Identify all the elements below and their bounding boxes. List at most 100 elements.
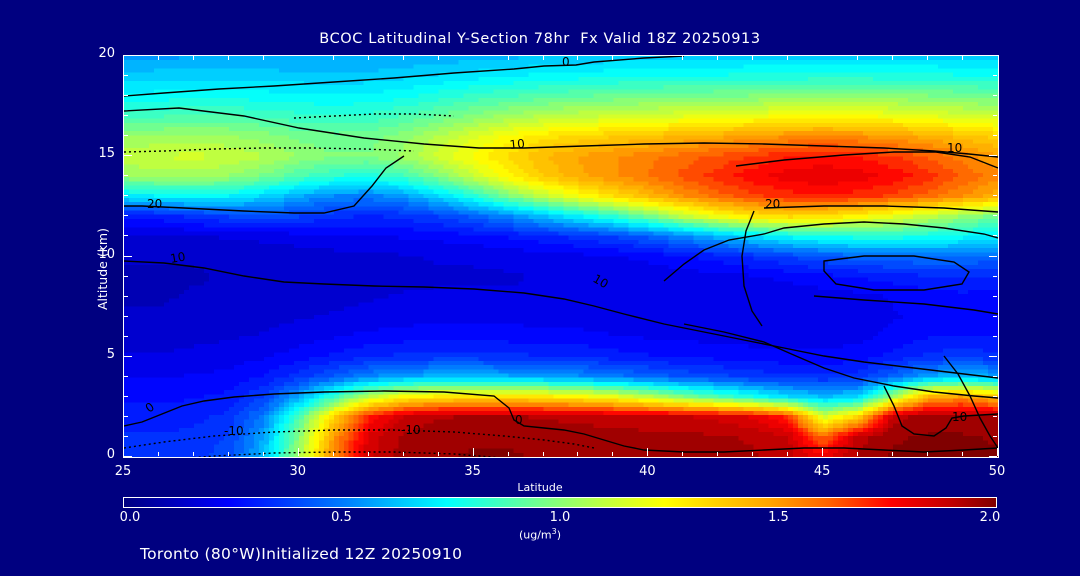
x-minor-tick (682, 452, 684, 456)
colorbar-units-close: ) (556, 528, 562, 542)
x-minor-tick (262, 452, 264, 456)
x-minor-tick (682, 56, 684, 60)
y-minor-tick (124, 175, 128, 177)
colorbar (123, 497, 997, 508)
colorbar-tick-label: 1.0 (549, 510, 571, 525)
y-minor-tick (993, 95, 997, 97)
y-minor-tick (124, 95, 128, 97)
x-minor-tick (192, 452, 194, 456)
x-tick-label: 50 (988, 464, 1006, 479)
x-tick-label: 45 (813, 464, 831, 479)
x-minor-tick (437, 452, 439, 456)
y-minor-tick (993, 75, 997, 77)
x-minor-tick (437, 56, 439, 60)
y-minor-tick (124, 135, 128, 137)
y-minor-tick (993, 435, 997, 437)
x-minor-tick (507, 452, 509, 456)
y-minor-tick (993, 175, 997, 177)
x-minor-tick (857, 452, 859, 456)
x-minor-tick (927, 56, 929, 60)
y-tick-label: 5 (106, 346, 115, 362)
x-minor-tick (892, 452, 894, 456)
plot-area: 0 10 10 20 20 10 10 0 -10 -10 0 10 (123, 55, 999, 458)
x-minor-tick (717, 56, 719, 60)
x-minor-tick (402, 56, 404, 60)
colorbar-units-text: (ug/m (518, 528, 552, 542)
y-minor-tick (124, 195, 128, 197)
x-tick-mark (647, 448, 649, 456)
y-minor-tick (124, 75, 128, 77)
x-minor-tick (612, 56, 614, 60)
y-minor-tick (124, 395, 128, 397)
x-minor-tick (157, 452, 159, 456)
y-tick-label: 20 (98, 46, 115, 61)
x-minor-tick (577, 56, 579, 60)
x-minor-tick (367, 56, 369, 60)
y-minor-tick (124, 335, 128, 337)
y-tick-mark (989, 255, 997, 257)
y-tick-mark (124, 55, 132, 56)
x-tick-label: 25 (114, 464, 132, 479)
x-tick-mark (997, 448, 998, 456)
y-tick-mark (124, 456, 132, 457)
x-minor-tick (402, 452, 404, 456)
y-minor-tick (993, 195, 997, 197)
x-minor-tick (157, 56, 159, 60)
x-tick-mark (297, 448, 299, 456)
y-minor-tick (124, 315, 128, 317)
y-minor-tick (124, 415, 128, 417)
x-minor-tick (227, 452, 229, 456)
x-minor-tick (962, 452, 964, 456)
x-minor-tick (892, 56, 894, 60)
y-tick-label: 0 (106, 447, 115, 462)
x-minor-tick (962, 56, 964, 60)
x-minor-tick (262, 56, 264, 60)
colorbar-tick-label: 0.0 (119, 510, 141, 525)
y-minor-tick (124, 295, 128, 297)
x-minor-tick (857, 56, 859, 60)
x-minor-tick (787, 452, 789, 456)
chart-title: BCOC Latitudinal Y-Section 78hr Fx Valid… (319, 31, 761, 47)
y-tick-mark (989, 456, 997, 457)
y-minor-tick (993, 295, 997, 297)
y-minor-tick (124, 375, 128, 377)
x-tick-label: 40 (639, 464, 656, 479)
footer-label: Toronto (80°W)Initialized 12Z 20250910 (140, 545, 463, 563)
x-minor-tick (752, 56, 754, 60)
y-tick-mark (989, 355, 997, 357)
y-minor-tick (993, 115, 997, 117)
heatmap-field (124, 56, 998, 457)
x-axis-title: Latitude (517, 481, 563, 494)
y-minor-tick (993, 415, 997, 417)
y-tick-mark (124, 255, 132, 257)
x-minor-tick (227, 56, 229, 60)
x-minor-tick (787, 56, 789, 60)
x-minor-tick (752, 452, 754, 456)
x-minor-tick (507, 56, 509, 60)
colorbar-tick-label: 2.0 (979, 510, 1001, 525)
x-minor-tick (542, 56, 544, 60)
x-tick-mark (123, 448, 124, 456)
y-tick-mark (989, 155, 997, 157)
x-minor-tick (577, 452, 579, 456)
colorbar-units: (ug/m3) (0, 527, 1080, 542)
y-minor-tick (993, 235, 997, 237)
colorbar-tick-label: 0.5 (331, 510, 352, 525)
y-minor-tick (993, 315, 997, 317)
y-minor-tick (993, 375, 997, 377)
x-tick-mark (822, 448, 824, 456)
y-minor-tick (124, 235, 128, 237)
y-tick-label: 10 (98, 246, 115, 262)
y-minor-tick (993, 275, 997, 277)
x-tick-label: 30 (289, 464, 307, 479)
y-minor-tick (124, 115, 128, 117)
y-tick-mark (124, 155, 132, 157)
y-minor-tick (993, 135, 997, 137)
y-axis-title: Altitude (km) (95, 228, 110, 310)
x-minor-tick (612, 452, 614, 456)
y-tick-label: 15 (98, 146, 115, 162)
y-tick-mark (989, 55, 997, 56)
y-minor-tick (993, 215, 997, 217)
